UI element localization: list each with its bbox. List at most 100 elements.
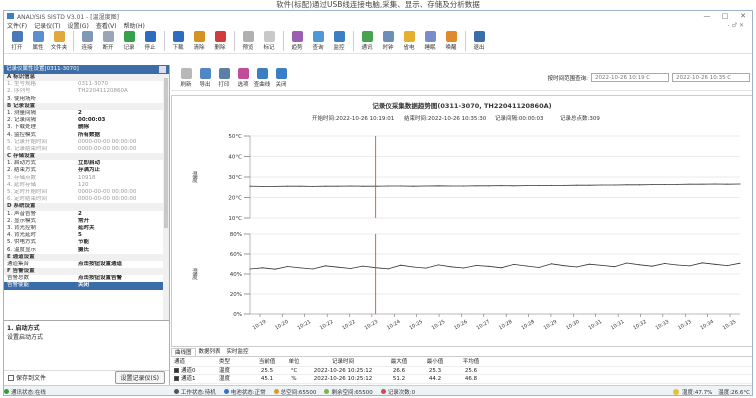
- property-value[interactable]: TH22041120860A: [78, 88, 128, 95]
- property-value[interactable]: 5: [78, 232, 82, 239]
- chart-curve-button[interactable]: 查曲线: [253, 67, 271, 88]
- toolbar-clear-button[interactable]: 清除: [189, 31, 209, 51]
- property-value[interactable]: 0000-00-00 00:00:00: [78, 189, 137, 195]
- property-row[interactable]: 通道集合 点击按钮设置通道: [4, 261, 169, 268]
- property-category[interactable]: C 存储设置: [4, 153, 169, 161]
- property-row[interactable]: 5. 供电方式 节能: [4, 239, 169, 246]
- property-scrollbar[interactable]: [163, 74, 169, 320]
- apply-settings-button[interactable]: 设置记录仪(S): [114, 371, 165, 384]
- time-from-select[interactable]: 2022-10-26 10:19 C: [591, 73, 669, 82]
- property-row[interactable]: 3. 下载处理 删除: [4, 124, 169, 131]
- property-value[interactable]: 0000-00-00 00:00:00: [78, 145, 137, 152]
- property-category[interactable]: F 告警设置: [4, 268, 169, 276]
- table-row[interactable]: 通道0 温度 25.5 °C 2022-10-26 10:25:12 26.6 25.3 25…: [171, 367, 752, 375]
- toolbar-properties-button[interactable]: 属性: [28, 31, 48, 51]
- property-category[interactable]: B 记录设置: [4, 102, 169, 110]
- close-button[interactable]: ✕: [740, 12, 746, 20]
- pin-icon[interactable]: [159, 66, 166, 73]
- property-value[interactable]: 0000-00-00 00:00:00: [78, 138, 137, 145]
- time-to-select[interactable]: 2022-10-26 10:35 C: [672, 73, 750, 82]
- property-value[interactable]: 2: [78, 210, 82, 217]
- property-row[interactable]: 1. 启动方式 立即启动: [4, 160, 169, 167]
- property-category[interactable]: E 通道设置: [4, 253, 169, 261]
- property-row[interactable]: 2. 序列号 TH22041120860A: [4, 88, 169, 95]
- toolbar-monitor-button[interactable]: 监控: [329, 31, 349, 51]
- property-value[interactable]: 0000-00-00 00:00:00: [78, 196, 137, 203]
- property-value[interactable]: 存满为止: [78, 167, 101, 174]
- toolbar-wake-button[interactable]: 唤醒: [441, 31, 461, 51]
- property-value[interactable]: [78, 96, 169, 103]
- toolbar-preview-button[interactable]: 预览: [238, 31, 258, 51]
- property-value[interactable]: 2: [78, 109, 82, 116]
- property-value[interactable]: 120: [78, 181, 89, 188]
- property-row[interactable]: 5. 记录开始时间 0000-00-00 00:00:00: [4, 139, 169, 146]
- property-value[interactable]: 关闭: [78, 282, 90, 289]
- chart-export-button[interactable]: 导出: [196, 67, 214, 88]
- table-cell[interactable]: 通道1: [171, 375, 219, 383]
- mdi-controls[interactable]: - ♂ ✕: [727, 22, 744, 29]
- toolbar-sleep-button[interactable]: 睡眠: [420, 31, 440, 51]
- menu-settings[interactable]: 设置(G): [67, 23, 89, 30]
- toolbar-disconnect-button[interactable]: 断开: [98, 31, 118, 51]
- scrollbar-thumb[interactable]: [164, 78, 168, 228]
- toolbar-connect-button[interactable]: 连接: [77, 31, 97, 51]
- property-value[interactable]: 摄氏: [78, 246, 90, 253]
- channel-checkbox[interactable]: [174, 376, 179, 381]
- tab-curve[interactable]: 曲线图: [171, 348, 196, 356]
- toolbar-power-save-button[interactable]: 省电: [399, 31, 419, 51]
- toolbar-mark-button[interactable]: 标记: [259, 31, 279, 51]
- property-value[interactable]: 常开: [78, 217, 90, 224]
- toolbar-delete-button[interactable]: 删除: [210, 31, 230, 51]
- maximize-button[interactable]: □: [721, 12, 729, 20]
- menu-file[interactable]: 文件(F): [7, 23, 28, 30]
- property-value[interactable]: 延时关: [78, 224, 95, 231]
- property-row[interactable]: 4. 背光延时 5: [4, 232, 169, 239]
- property-row[interactable]: 1. 测量间隔 2: [4, 110, 169, 117]
- channel-checkbox[interactable]: [174, 367, 179, 373]
- menu-view[interactable]: 查看(V): [95, 23, 117, 30]
- property-row[interactable]: 1. 声音告警 2: [4, 211, 169, 218]
- toolbar-stop-button[interactable]: 停止: [140, 31, 160, 51]
- property-value[interactable]: 点击按钮设置通道: [78, 260, 123, 267]
- minimize-button[interactable]: —: [703, 12, 711, 20]
- toolbar-folder-button[interactable]: 文件夹: [49, 31, 69, 51]
- property-category[interactable]: D 系统设置: [4, 203, 169, 211]
- menu-recorder[interactable]: 记录仪(T): [34, 23, 61, 30]
- property-row[interactable]: 告警使能 关闭: [4, 282, 169, 290]
- property-row[interactable]: 2. 记录间隔 00:00:03: [4, 117, 169, 124]
- property-value[interactable]: 所有数据: [78, 131, 101, 138]
- table-row[interactable]: 通道1 湿度 45.1% 2022-10-26 10:25:12 51.2 44.2 46.…: [171, 375, 752, 384]
- property-row[interactable]: 2. 显示模式 常开: [4, 218, 169, 225]
- toolbar-trend-button[interactable]: 趋势: [287, 31, 307, 51]
- property-row[interactable]: 6. 记录结束时间 0000-00-00 00:00:00: [4, 146, 169, 153]
- property-row[interactable]: 告警总数 点击按钮设置告警: [4, 275, 169, 282]
- toolbar-clock-button[interactable]: 时钟: [378, 31, 398, 51]
- toolbar-exit-button[interactable]: 退出: [469, 31, 489, 51]
- property-value[interactable]: 10918: [78, 174, 96, 181]
- toolbar-record-button[interactable]: 记录: [119, 31, 139, 51]
- chart-close-chart-button[interactable]: 关闭: [272, 67, 290, 88]
- table-cell[interactable]: 通道0: [171, 367, 219, 375]
- property-row[interactable]: 6. 温度显示 摄氏: [4, 247, 169, 254]
- toolbar-query-button[interactable]: 查询: [308, 31, 328, 51]
- property-row[interactable]: 1. 型号规格 0311-3070: [4, 81, 169, 88]
- toolbar-download-button[interactable]: 下载: [168, 31, 188, 51]
- save-to-file-checkbox[interactable]: [8, 374, 14, 381]
- property-value[interactable]: 点击按钮设置告警: [78, 275, 123, 282]
- chart-refresh-button[interactable]: 刷新: [177, 67, 195, 88]
- chart-options-button[interactable]: 选项: [234, 67, 252, 88]
- chart-print-button[interactable]: 打印: [215, 67, 233, 88]
- tab-data-list[interactable]: 数据列表: [198, 349, 221, 355]
- toolbar-comm-button[interactable]: 通讯: [357, 31, 377, 51]
- property-row[interactable]: 4. 延时存储 120: [4, 182, 169, 189]
- property-category[interactable]: A 标识信息: [4, 74, 169, 82]
- property-row[interactable]: 3. 使用场所: [4, 96, 169, 103]
- tab-realtime-monitor[interactable]: 实时监控: [226, 349, 249, 355]
- property-row[interactable]: 4. 监控模式 所有数据: [4, 132, 169, 139]
- toolbar-open-button[interactable]: 打开: [7, 31, 27, 51]
- property-row[interactable]: 3. 存储点数 10918: [4, 175, 169, 182]
- property-value[interactable]: 立即启动: [78, 160, 101, 167]
- property-row[interactable]: 3. 背光控制 延时关: [4, 225, 169, 232]
- menu-help[interactable]: 帮助(H): [123, 23, 145, 30]
- property-row[interactable]: 5. 定时开始时间 0000-00-00 00:00:00: [4, 189, 169, 196]
